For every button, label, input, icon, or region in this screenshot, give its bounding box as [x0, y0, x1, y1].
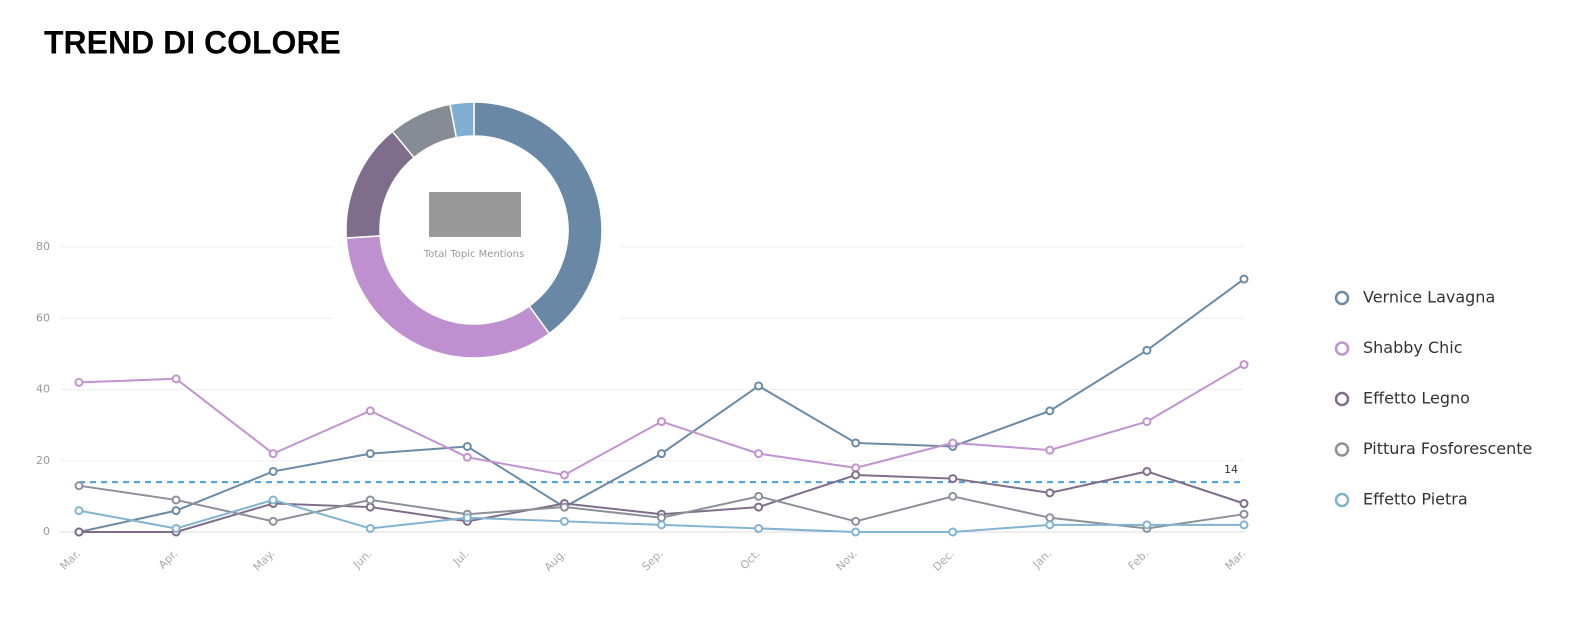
- point: [657, 520, 666, 530]
- point: [1045, 513, 1055, 523]
- point: [74, 506, 84, 516]
- point: [1045, 520, 1055, 530]
- point: [559, 516, 569, 526]
- point: [559, 470, 569, 480]
- redacted-total: [429, 192, 521, 237]
- point: [754, 502, 764, 512]
- point: [851, 463, 861, 473]
- point: [851, 516, 861, 526]
- point: [268, 466, 278, 476]
- x-tick-label: Jan.: [1030, 547, 1054, 571]
- point: [171, 495, 181, 505]
- point: [851, 438, 861, 448]
- point: [1239, 509, 1249, 519]
- x-tick-label: Oct.: [738, 547, 763, 572]
- reference-label: 14: [1224, 463, 1238, 476]
- series-line: [78, 278, 1245, 533]
- point: [1239, 360, 1249, 370]
- donut-center-label: Total Topic Mentions: [423, 249, 524, 260]
- point: [1142, 345, 1152, 355]
- point: [1045, 445, 1055, 455]
- x-tick-label: Jul.: [450, 547, 472, 569]
- x-tick-label: Jun.: [350, 547, 375, 572]
- donut-segment: [473, 101, 603, 335]
- point: [1142, 466, 1152, 476]
- point: [1239, 520, 1249, 530]
- point: [1142, 417, 1152, 427]
- x-tick-label: Dec.: [930, 547, 957, 574]
- point: [171, 374, 181, 384]
- point: [754, 523, 764, 533]
- point: [74, 377, 84, 387]
- y-tick-label: 60: [36, 311, 50, 324]
- legend-label: Effetto Pietra: [1363, 490, 1468, 509]
- legend-label: Vernice Lavagna: [1363, 288, 1495, 307]
- legend-label: Pittura Fosforescente: [1363, 439, 1532, 458]
- point: [462, 442, 472, 451]
- point: [657, 417, 666, 427]
- point: [1239, 274, 1249, 284]
- point: [948, 527, 958, 537]
- point: [74, 527, 84, 537]
- x-tick-label: Nov.: [834, 547, 860, 573]
- x-tick-label: May.: [251, 547, 278, 574]
- y-tick-label: 80: [36, 240, 50, 253]
- point: [1239, 499, 1249, 508]
- donut-segment: [345, 235, 551, 359]
- point: [365, 495, 375, 505]
- legend-marker: [1334, 442, 1350, 457]
- point: [365, 449, 375, 459]
- point: [365, 406, 375, 416]
- legend-label: Effetto Legno: [1363, 389, 1470, 408]
- point: [171, 506, 181, 516]
- point: [948, 474, 958, 484]
- x-tick-label: Aug.: [542, 547, 569, 574]
- x-tick-label: Sep.: [639, 547, 665, 573]
- x-tick-label: Mar.: [1223, 547, 1249, 573]
- point: [365, 502, 375, 512]
- legend-marker: [1334, 391, 1350, 407]
- y-tick-label: 20: [36, 454, 50, 467]
- point: [851, 470, 861, 480]
- y-tick-label: 0: [43, 525, 50, 538]
- legend-marker: [1334, 290, 1350, 306]
- point: [268, 495, 278, 505]
- point: [462, 513, 472, 523]
- point: [657, 513, 666, 523]
- donut-segment: [449, 101, 475, 139]
- point: [1045, 406, 1055, 416]
- point: [754, 491, 764, 501]
- point: [851, 527, 861, 537]
- point: [268, 516, 278, 526]
- x-tick-label: Feb.: [1126, 547, 1151, 572]
- point: [171, 523, 181, 533]
- point: [268, 449, 278, 459]
- point: [559, 502, 569, 512]
- point: [74, 481, 84, 491]
- x-tick-label: Apr.: [156, 547, 180, 571]
- point: [657, 449, 666, 459]
- legend-marker: [1334, 341, 1350, 356]
- point: [754, 449, 764, 459]
- point: [462, 452, 472, 462]
- point: [365, 523, 375, 533]
- point: [948, 438, 958, 448]
- y-tick-label: 40: [36, 383, 50, 396]
- chart-title: TREND DI COLORE: [44, 24, 341, 60]
- point: [948, 491, 958, 501]
- point: [1045, 488, 1055, 498]
- legend-marker: [1334, 492, 1350, 508]
- point: [754, 381, 764, 391]
- legend-label: Shabby Chic: [1363, 338, 1463, 357]
- x-tick-label: Mar.: [58, 547, 84, 573]
- point: [1142, 520, 1152, 530]
